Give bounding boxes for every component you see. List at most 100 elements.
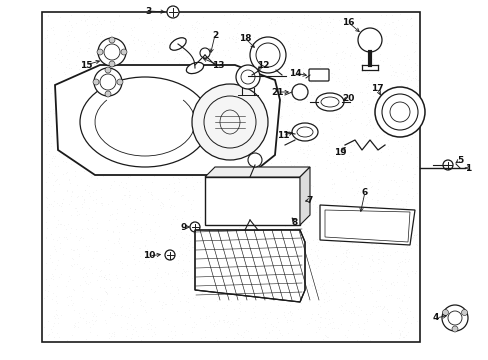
Point <box>399 279 407 284</box>
Point <box>160 93 167 99</box>
Point <box>346 50 354 56</box>
Point <box>56 14 64 20</box>
Point <box>212 49 220 55</box>
Point <box>279 280 287 286</box>
Circle shape <box>109 61 115 67</box>
Point <box>403 315 410 320</box>
Point <box>331 253 339 259</box>
Point <box>235 275 243 280</box>
Point <box>345 284 353 290</box>
Point <box>329 181 337 187</box>
Point <box>192 321 200 327</box>
Point <box>206 217 214 223</box>
Point <box>352 177 360 183</box>
Point <box>109 229 117 235</box>
Point <box>254 220 262 225</box>
Point <box>200 149 207 155</box>
Point <box>201 327 209 333</box>
Point <box>262 82 270 88</box>
Point <box>142 54 149 59</box>
Point <box>276 90 284 96</box>
Point <box>121 202 128 207</box>
Point <box>324 278 332 284</box>
Point <box>70 121 78 127</box>
Point <box>73 208 81 214</box>
Point <box>141 300 148 305</box>
Point <box>241 207 248 213</box>
Point <box>199 27 206 32</box>
Point <box>45 161 53 167</box>
Point <box>102 256 110 261</box>
Point <box>66 181 74 186</box>
Point <box>356 54 364 60</box>
Point <box>130 125 138 131</box>
Point <box>82 336 90 342</box>
Point <box>169 174 177 180</box>
Point <box>143 72 151 78</box>
Point <box>229 153 237 158</box>
Point <box>43 318 51 324</box>
Point <box>298 219 306 225</box>
Point <box>303 162 310 168</box>
Point <box>248 216 256 222</box>
Point <box>297 41 305 47</box>
Point <box>130 80 138 86</box>
Point <box>239 149 247 154</box>
Point <box>347 264 355 270</box>
Point <box>297 337 305 343</box>
Point <box>213 294 221 300</box>
Point <box>125 305 133 311</box>
Point <box>345 280 353 286</box>
Point <box>327 181 335 187</box>
Point <box>107 211 115 217</box>
Point <box>231 188 239 193</box>
Point <box>108 198 116 204</box>
Point <box>364 117 372 123</box>
Point <box>229 273 237 279</box>
Point <box>67 246 75 252</box>
Point <box>178 266 186 272</box>
Point <box>387 19 395 25</box>
Point <box>93 69 101 75</box>
Point <box>222 334 229 339</box>
Point <box>50 198 58 204</box>
Point <box>400 320 408 326</box>
Point <box>232 128 240 134</box>
Point <box>122 193 129 198</box>
Point <box>144 49 152 54</box>
Circle shape <box>291 84 307 100</box>
Point <box>400 292 407 298</box>
Point <box>225 266 233 272</box>
Point <box>191 19 199 25</box>
Point <box>98 201 106 206</box>
Point <box>320 264 327 269</box>
Point <box>124 152 132 157</box>
Point <box>354 324 362 330</box>
Point <box>113 158 121 163</box>
Point <box>235 174 243 179</box>
Point <box>302 23 310 29</box>
Point <box>354 184 362 190</box>
Point <box>276 113 284 118</box>
Point <box>300 121 307 127</box>
Point <box>320 256 328 262</box>
Point <box>171 47 179 53</box>
Point <box>102 289 109 294</box>
Point <box>295 184 303 190</box>
Point <box>262 215 270 221</box>
Point <box>268 121 276 127</box>
Point <box>306 128 314 134</box>
Point <box>234 142 242 148</box>
Point <box>331 202 339 207</box>
Point <box>328 107 336 113</box>
Point <box>389 160 397 166</box>
Point <box>55 88 63 94</box>
Point <box>61 110 69 116</box>
Point <box>410 232 418 238</box>
Point <box>327 185 335 190</box>
Point <box>99 151 107 157</box>
Point <box>349 63 357 68</box>
Point <box>246 22 254 28</box>
Polygon shape <box>204 167 309 177</box>
Point <box>288 14 296 20</box>
